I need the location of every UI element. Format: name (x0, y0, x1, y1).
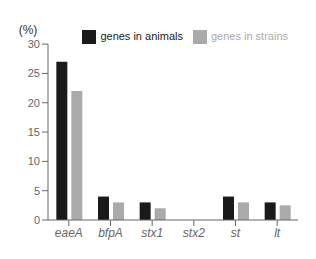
svg-text:25: 25 (28, 67, 40, 79)
svg-text:stx1: stx1 (141, 226, 163, 240)
svg-text:bfpA: bfpA (98, 226, 123, 240)
svg-text:5: 5 (34, 185, 40, 197)
svg-text:10: 10 (28, 155, 40, 167)
svg-text:lt: lt (274, 226, 281, 240)
svg-text:eaeA: eaeA (55, 226, 83, 240)
svg-text:stx2: stx2 (183, 226, 205, 240)
svg-text:(%): (%) (19, 23, 38, 37)
svg-text:0: 0 (34, 214, 40, 226)
html-text:genes in strains: genes in strains (211, 30, 288, 42)
svg-text:20: 20 (28, 97, 40, 109)
svg-text:st: st (231, 226, 241, 240)
svg-text:15: 15 (28, 126, 40, 138)
svg-text:30: 30 (28, 38, 40, 50)
html-text:genes in animals: genes in animals (100, 30, 183, 42)
